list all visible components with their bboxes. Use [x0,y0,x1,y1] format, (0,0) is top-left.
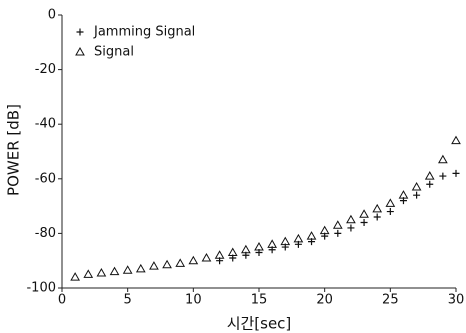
triangle-marker [214,250,225,259]
plus-marker [360,218,368,226]
x-tick-label: 30 [448,293,465,308]
triangle-marker [438,154,448,164]
x-axis-label: 시간[sec] [227,315,292,333]
y-tick-label: -20 [35,62,56,77]
triangle-marker [293,233,304,243]
legend-label: Signal [94,45,134,60]
triangle-marker [83,269,94,278]
plus-marker [413,191,421,199]
triangle-marker [188,255,199,265]
triangle-marker [109,266,120,276]
y-axis-label: POWER [dB] [5,104,23,196]
triangle-marker [359,209,369,218]
y-tick-label: -80 [35,226,56,241]
triangle-marker [241,244,251,254]
triangle-marker [398,190,409,199]
triangle-marker [122,265,133,274]
triangle-marker [346,214,356,224]
triangle-marker [201,252,212,262]
triangle-marker [332,220,343,229]
plus-marker [439,172,447,180]
y-tick-label: 0 [48,8,56,23]
plus-marker [347,224,355,232]
triangle-marker [319,225,330,235]
triangle-marker [149,261,159,270]
triangle-marker [135,263,146,273]
triangle-marker [385,198,396,207]
triangle-marker [306,231,317,240]
triangle-marker [96,267,107,277]
plus-marker [386,208,394,216]
triangle-marker [424,171,435,180]
y-tick-label: -40 [35,117,56,132]
legend-marker [76,28,84,36]
triangle-marker [162,259,172,269]
plus-marker [452,169,460,177]
x-tick-label: 5 [124,293,132,308]
triangle-marker [175,258,186,267]
legend-label: Jamming Signal [93,25,195,40]
x-tick-label: 20 [316,293,333,308]
x-tick-label: 10 [185,293,202,308]
y-tick-label: -60 [35,171,56,186]
plus-marker [426,180,434,188]
y-tick-label: -100 [26,281,56,296]
triangle-marker [280,236,291,246]
triangle-marker [451,135,461,145]
x-tick-label: 15 [251,293,268,308]
triangle-marker [70,272,80,281]
legend-marker [75,46,85,56]
triangle-marker [411,181,422,191]
triangle-marker [227,247,238,257]
triangle-marker [267,239,277,248]
plus-marker [334,229,342,237]
triangle-marker [372,203,383,213]
x-tick-label: 25 [382,293,399,308]
plus-marker [373,213,381,221]
x-tick-label: 0 [58,293,66,308]
triangle-marker [254,242,264,251]
